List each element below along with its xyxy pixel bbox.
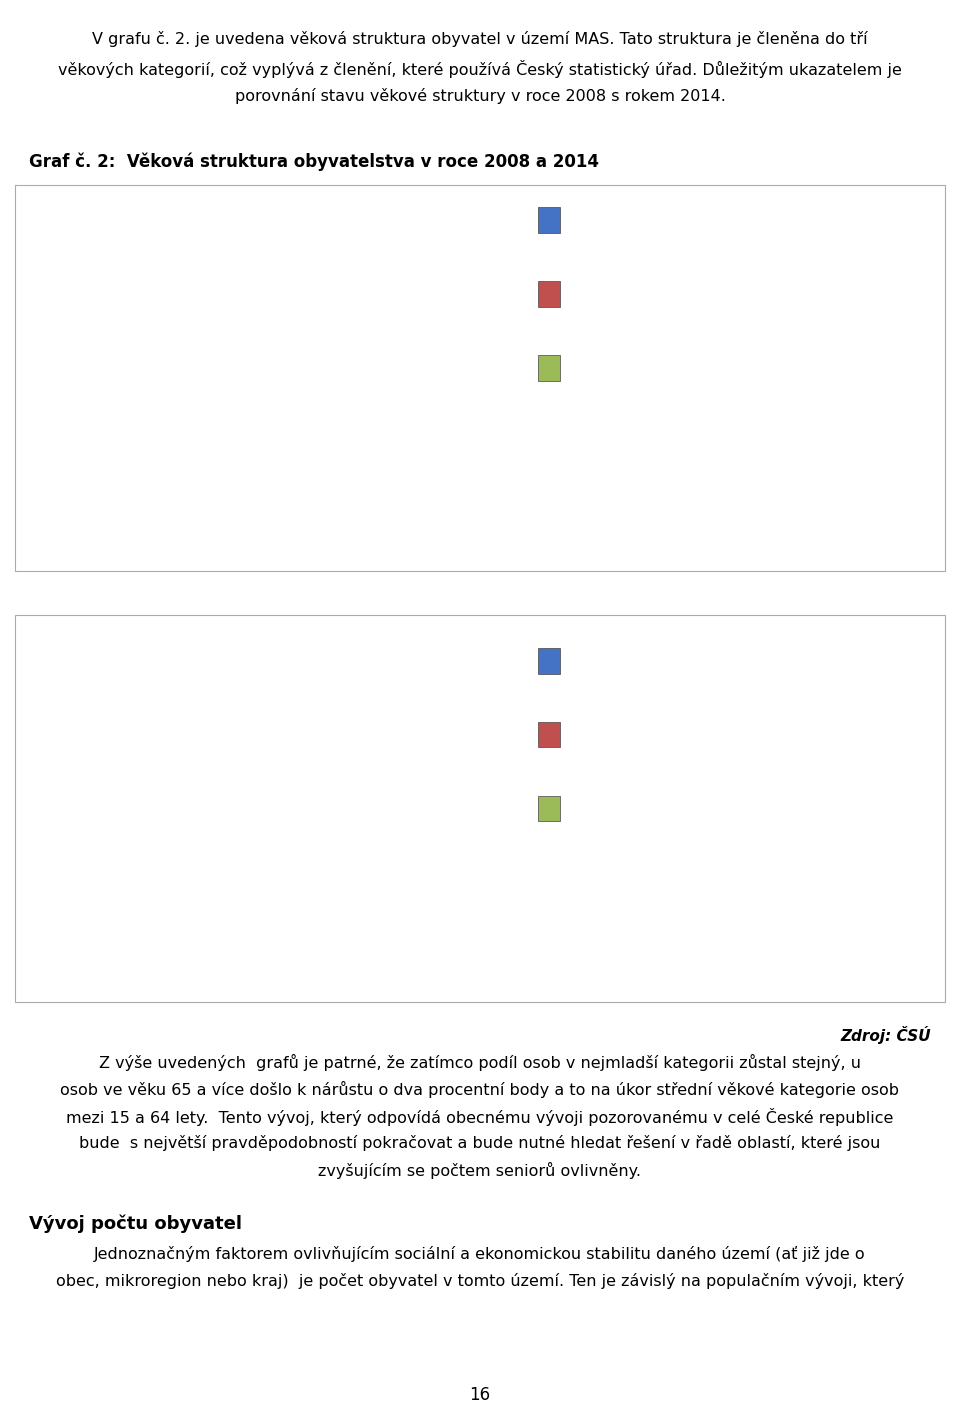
Text: 16: 16 [469, 1385, 491, 1404]
Text: věkových kategorií, což vyplývá z členění, které používá Český statistický úřad.: věkových kategorií, což vyplývá z členěn… [58, 60, 902, 78]
Wedge shape [221, 229, 332, 374]
Text: osob ve věku 65 a více došlo k nárůstu o dva procentní body a to na úkor střední: osob ve věku 65 a více došlo k nárůstu o… [60, 1081, 900, 1098]
Text: Věková struktura obyvatelstva 2008: Věková struktura obyvatelstva 2008 [224, 202, 736, 227]
Text: V grafu č. 2. je uvedena věková struktura obyvatel v území MAS. Tato struktura j: V grafu č. 2. je uvedena věková struktur… [92, 31, 868, 47]
Wedge shape [104, 229, 221, 374]
Text: Obyvatelé ve věku 0-14 let: Obyvatelé ve věku 0-14 let [564, 651, 788, 671]
Text: Vývoj počtu obyvatel: Vývoj počtu obyvatel [29, 1215, 242, 1233]
Text: Graf č. 2:  Věková struktura obyvatelstva v roce 2008 a 2014: Graf č. 2: Věková struktura obyvatelstva… [29, 152, 599, 171]
Text: 14%: 14% [238, 288, 275, 306]
Text: zvyšujícím se počtem seniorů ovlivněny.: zvyšujícím se počtem seniorů ovlivněny. [319, 1162, 641, 1179]
Text: Z výše uvedených  grafů je patrné, že zatímco podíl osob v nejmladší kategorii z: Z výše uvedených grafů je patrné, že zat… [99, 1054, 861, 1071]
Text: 14%: 14% [238, 722, 275, 739]
Wedge shape [221, 662, 332, 807]
Text: 15%: 15% [164, 288, 201, 307]
Text: Obyvatelé ve věku 15-64 let: Obyvatelé ve věku 15-64 let [564, 284, 799, 304]
Wedge shape [76, 280, 366, 517]
Wedge shape [76, 713, 366, 951]
Text: 17%: 17% [159, 725, 197, 743]
Text: Obyvatelé ve věku 15-64 let: Obyvatelé ve věku 15-64 let [564, 725, 799, 745]
Text: porovnání stavu věkové struktury v roce 2008 s rokem 2014.: porovnání stavu věkové struktury v roce … [234, 88, 726, 104]
Text: mezi 15 a 64 lety.  Tento vývoj, který odpovídá obecnému vývoji pozorovanému v c: mezi 15 a 64 lety. Tento vývoj, který od… [66, 1108, 894, 1127]
Text: 69%: 69% [210, 881, 247, 899]
Text: Obyvatelé ve věku 65 a více let: Obyvatelé ve věku 65 a více let [564, 358, 827, 378]
Text: obec, mikroregion nebo kraj)  je počet obyvatel v tomto území. Ten je závislý na: obec, mikroregion nebo kraj) je počet ob… [56, 1273, 904, 1289]
Text: Obyvatelé ve věku 0-14 let: Obyvatelé ve věku 0-14 let [564, 210, 788, 230]
Wedge shape [94, 662, 221, 807]
Text: bude  s největší pravděpodobností pokračovat a bude nutné hledat řešení v řadě o: bude s největší pravděpodobností pokračo… [80, 1135, 880, 1151]
Text: Věková struktura obyvatelstva 2014: Věková struktura obyvatelstva 2014 [224, 632, 736, 658]
Text: Jednoznačným faktorem ovlivňujícím sociální a ekonomickou stabilitu daného území: Jednoznačným faktorem ovlivňujícím sociá… [94, 1246, 866, 1262]
Text: Obyvatelé ve věku 65 a více: Obyvatelé ve věku 65 a více [564, 799, 800, 818]
Text: Zdroj: ČSÚ: Zdroj: ČSÚ [841, 1026, 931, 1044]
Text: 71%: 71% [205, 448, 242, 466]
